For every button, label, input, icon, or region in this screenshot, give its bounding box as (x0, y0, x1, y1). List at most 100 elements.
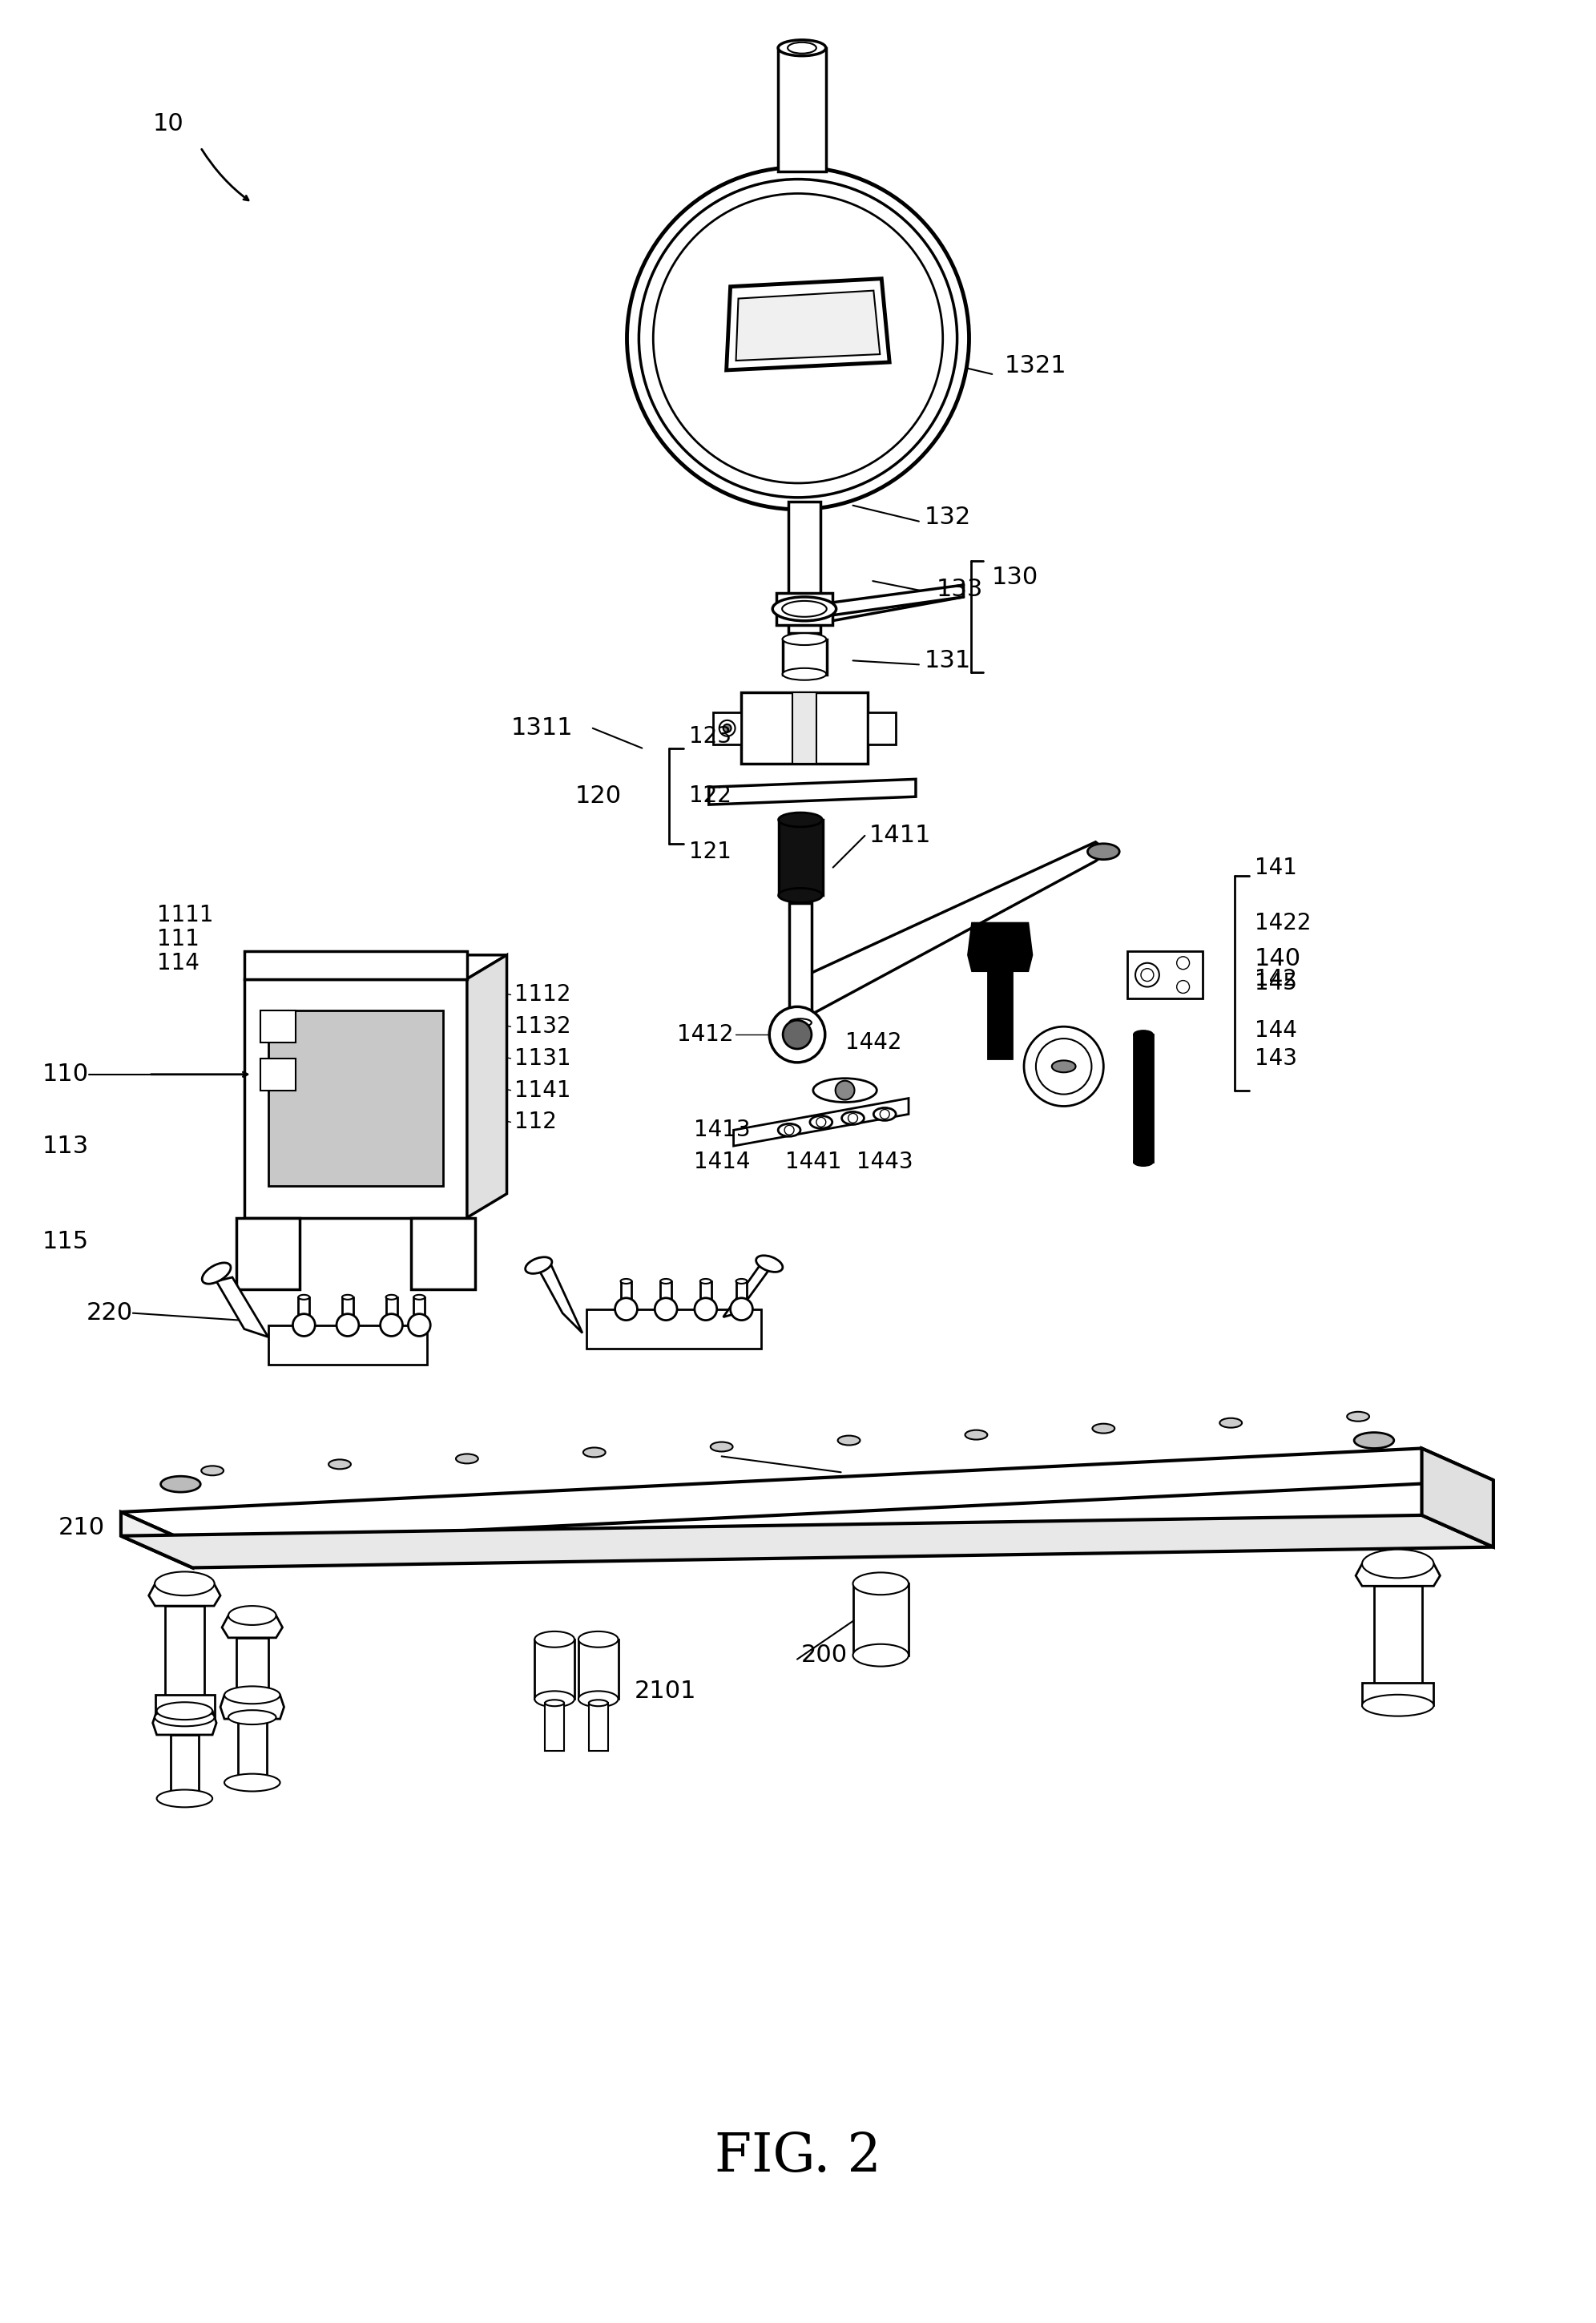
Ellipse shape (1133, 1031, 1152, 1038)
Polygon shape (468, 955, 508, 1217)
Ellipse shape (225, 1686, 279, 1703)
Polygon shape (709, 778, 916, 804)
Ellipse shape (757, 1254, 782, 1273)
Text: 200: 200 (801, 1645, 847, 1668)
Bar (1133, 1034, 1152, 1162)
Bar (228, 1696, 276, 1717)
Circle shape (638, 179, 958, 497)
Circle shape (731, 1299, 753, 1319)
Ellipse shape (228, 1605, 276, 1626)
Ellipse shape (156, 1789, 212, 1807)
Circle shape (654, 1299, 677, 1319)
Text: 1442: 1442 (844, 1031, 902, 1055)
Bar (578, 1640, 618, 1698)
Text: 1414: 1414 (694, 1150, 750, 1173)
Circle shape (816, 1117, 825, 1127)
Polygon shape (538, 1264, 583, 1333)
Text: 1131: 1131 (516, 1048, 571, 1069)
Bar (988, 964, 1012, 1059)
Ellipse shape (1361, 1696, 1433, 1717)
Ellipse shape (583, 1447, 605, 1457)
Polygon shape (244, 978, 468, 1217)
Text: 131: 131 (924, 648, 972, 671)
Bar (852, 1584, 908, 1656)
Bar (386, 1296, 397, 1324)
Polygon shape (217, 1278, 268, 1338)
Text: FIG. 2: FIG. 2 (715, 2130, 881, 2184)
Ellipse shape (779, 1124, 800, 1136)
Bar (621, 1282, 632, 1310)
Text: 1411: 1411 (868, 825, 930, 848)
Ellipse shape (701, 1280, 712, 1285)
Polygon shape (586, 1310, 761, 1350)
Ellipse shape (413, 1294, 425, 1299)
Ellipse shape (782, 602, 827, 618)
Circle shape (380, 1315, 402, 1336)
Ellipse shape (736, 1280, 747, 1285)
Text: 1112: 1112 (516, 983, 571, 1006)
Bar (777, 592, 832, 625)
Text: 140: 140 (1254, 948, 1301, 971)
Bar (868, 713, 895, 743)
Polygon shape (268, 1011, 444, 1185)
Bar (779, 820, 822, 894)
Bar (238, 1719, 267, 1782)
Bar (793, 692, 816, 764)
Circle shape (292, 1315, 314, 1336)
Ellipse shape (1092, 1424, 1114, 1433)
Circle shape (847, 1113, 857, 1122)
Ellipse shape (342, 1294, 353, 1299)
Text: 1412: 1412 (677, 1024, 734, 1045)
Bar (701, 1282, 712, 1310)
Ellipse shape (201, 1466, 223, 1475)
Polygon shape (726, 279, 889, 369)
Ellipse shape (228, 1710, 276, 1724)
Circle shape (694, 1299, 717, 1319)
Ellipse shape (710, 1443, 733, 1452)
Circle shape (409, 1315, 431, 1336)
Ellipse shape (203, 1264, 231, 1285)
Ellipse shape (156, 1703, 212, 1719)
Polygon shape (244, 950, 468, 978)
Text: 1141: 1141 (516, 1080, 571, 1101)
Ellipse shape (782, 634, 827, 646)
Ellipse shape (1052, 1059, 1076, 1073)
Circle shape (784, 1020, 811, 1050)
Polygon shape (153, 1712, 217, 1735)
Bar (260, 1011, 295, 1043)
Ellipse shape (779, 39, 825, 56)
Polygon shape (121, 1512, 193, 1568)
Text: 110: 110 (43, 1062, 89, 1085)
Bar (784, 639, 827, 676)
Ellipse shape (329, 1459, 351, 1468)
Bar (1361, 1684, 1433, 1705)
Bar (413, 1296, 425, 1324)
Ellipse shape (578, 1631, 618, 1647)
Ellipse shape (809, 1115, 832, 1129)
Circle shape (337, 1315, 359, 1336)
Ellipse shape (812, 1078, 876, 1101)
Bar (790, 904, 811, 1022)
Polygon shape (121, 1447, 1494, 1545)
Text: 1413: 1413 (694, 1120, 750, 1141)
Ellipse shape (779, 813, 822, 827)
Ellipse shape (1353, 1433, 1393, 1447)
Ellipse shape (852, 1645, 908, 1666)
Polygon shape (832, 585, 964, 616)
Polygon shape (793, 841, 1108, 1024)
Ellipse shape (1133, 1157, 1152, 1166)
Polygon shape (734, 1099, 908, 1145)
Ellipse shape (790, 1020, 811, 1027)
Circle shape (653, 193, 943, 483)
Polygon shape (1355, 1563, 1440, 1587)
Text: 130: 130 (991, 564, 1037, 588)
Ellipse shape (225, 1775, 279, 1791)
Circle shape (1176, 957, 1189, 969)
Ellipse shape (782, 669, 827, 681)
Ellipse shape (772, 597, 836, 620)
Text: 220: 220 (86, 1301, 132, 1324)
Polygon shape (244, 955, 508, 978)
Polygon shape (121, 1515, 1494, 1568)
Text: 1132: 1132 (516, 1015, 571, 1038)
Text: 122: 122 (689, 785, 731, 806)
